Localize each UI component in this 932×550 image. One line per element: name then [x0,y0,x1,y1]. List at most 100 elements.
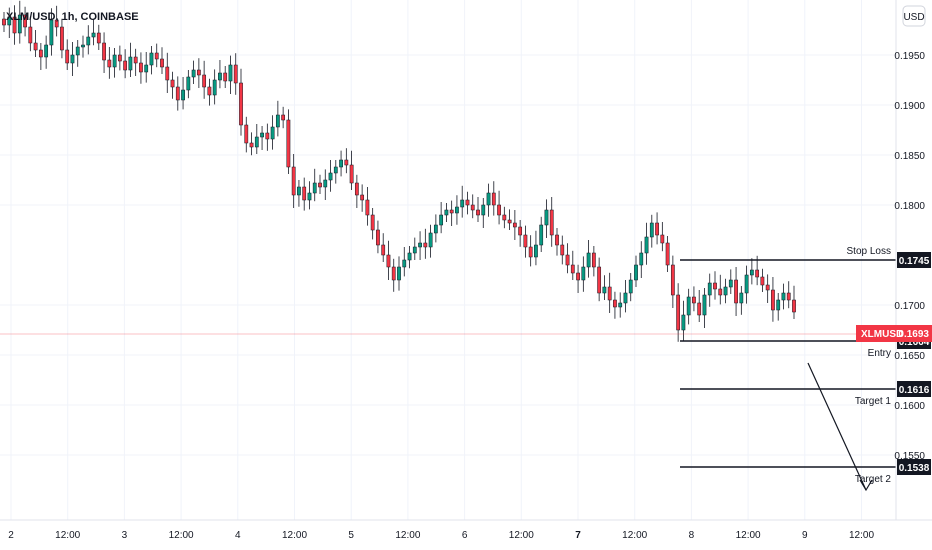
candle [96,24,101,50]
y-tick-label: 0.1950 [894,51,925,62]
candle [23,6,27,37]
candle [139,52,143,84]
candle [44,35,49,69]
candle [639,241,644,278]
candle [202,60,207,99]
candle [560,235,565,265]
candle [613,291,617,319]
candle [254,124,259,154]
candle [428,224,433,258]
candle [397,256,401,291]
candle [597,257,602,302]
candle [649,214,654,248]
candle [418,231,422,260]
grid [0,0,896,520]
candle [776,293,781,321]
candle [344,148,349,174]
candle [28,16,33,52]
candle [165,52,170,93]
x-tick-label: 4 [235,530,241,541]
x-tick-label: 2 [8,530,14,541]
candle [581,256,586,292]
y-tick-label: 0.1600 [894,401,925,412]
candle [186,70,191,99]
candle [455,195,459,225]
x-tick-label: 7 [575,530,581,541]
candle [212,69,217,105]
candle [170,71,175,99]
candle [307,181,312,210]
candle [528,235,533,267]
candle [644,222,649,265]
candle [270,115,275,150]
candle [376,220,380,254]
candle [618,292,623,318]
candle [196,58,201,88]
level-value-tag [897,252,931,268]
candle [360,184,365,212]
y-tick-label: 0.1650 [894,351,925,362]
candle [191,60,196,84]
candle [460,185,465,218]
candle [697,290,702,322]
x-tick-label: 12:00 [622,530,647,541]
candle [786,281,791,309]
candle [549,197,554,247]
symbol-price-tag: XLMUSD 0.1693 [856,325,932,342]
price-axis: 0.1950 0.1900 0.1850 0.1800 0.1700 0.1650 0.16… [894,51,925,462]
candle [54,5,59,37]
candle [33,30,38,57]
candle [713,271,717,300]
chart-title: XLM/USD, 1h, COINBASE [6,11,139,23]
candle [444,203,449,222]
level-stop-loss: Stop Loss 0.1745 [680,246,931,268]
candle [175,76,180,111]
candle [123,49,128,79]
candle [12,5,17,45]
candle [486,183,491,217]
candle [518,220,523,247]
candle [470,194,475,219]
candle [723,278,728,304]
level-name: Target 1 [855,396,892,407]
candle [718,274,723,305]
candle [502,206,507,229]
candle [665,236,670,272]
candle [670,255,675,308]
candle [144,52,149,83]
level-value: 0.1616 [899,385,930,396]
candle [534,230,538,266]
candle [391,258,396,292]
symbol-label: XLMUSD [861,329,903,340]
candle [17,0,22,44]
level-name: Entry [868,348,891,359]
candle [760,268,765,292]
candle [523,225,528,258]
currency-label: USD [903,12,924,23]
x-tick-label: 12:00 [509,530,534,541]
level-name: Stop Loss [847,246,891,257]
candle [555,228,559,256]
level-target-2: Target 2 0.1538 [680,459,931,485]
candle [449,200,454,226]
candle [491,181,496,216]
candle [512,210,517,240]
candle [739,286,744,315]
x-tick-label: 12:00 [55,530,80,541]
candle [655,212,659,245]
candle [497,190,501,225]
candle [576,264,580,293]
candle [623,280,628,313]
candle [602,275,607,300]
candle [439,202,444,234]
candle [481,198,486,228]
candle [591,246,596,277]
candle [402,247,407,277]
candle [75,40,80,67]
candle [370,208,375,240]
candle [312,168,317,202]
currency-button[interactable]: USD [902,5,926,27]
level-value: 0.1664 [899,337,930,348]
y-tick-label: 0.1700 [894,301,925,312]
